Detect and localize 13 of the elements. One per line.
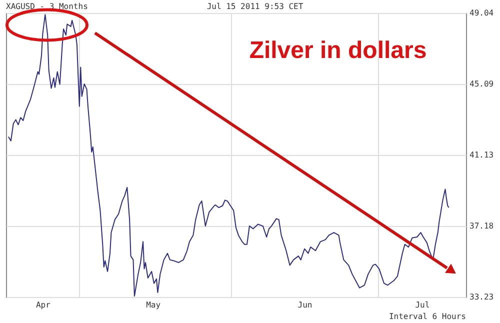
y-tick-label: 41.13 — [470, 150, 494, 160]
line-series — [8, 14, 450, 297]
x-tick-label: Jul — [415, 300, 430, 310]
x-tick-label: May — [146, 300, 161, 310]
text: Jul 15 2011 9:53 CET — [206, 2, 304, 11]
text: Interval 6 Hours — [388, 312, 466, 321]
text: Zilver in dollars — [249, 37, 427, 64]
x-tick-label: Jun — [298, 300, 312, 310]
y-tick-label: 49.04 — [470, 8, 494, 18]
y-tick-label: 37.18 — [470, 222, 494, 231]
y-tick-label: 45.09 — [470, 79, 494, 88]
y-tick-label: 33.23 — [470, 292, 494, 302]
x-tick-label: Apr — [36, 300, 51, 310]
